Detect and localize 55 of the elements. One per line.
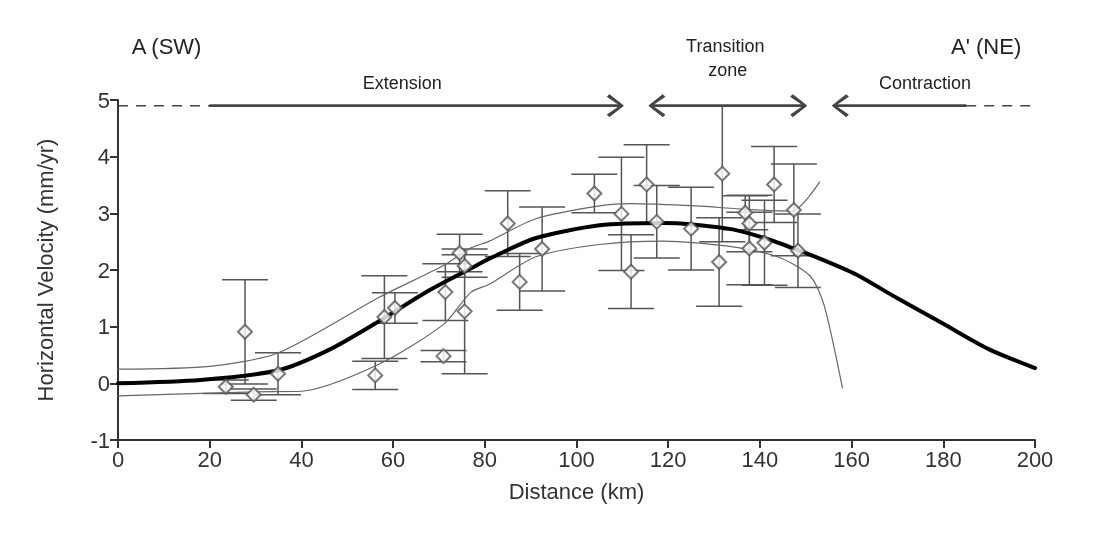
point [756, 234, 773, 251]
text: Transition zone [686, 35, 770, 80]
text: Extension [362, 73, 442, 93]
point [711, 254, 728, 271]
point [683, 220, 700, 237]
point [237, 323, 253, 340]
point [741, 240, 758, 257]
point [451, 245, 468, 261]
x-tick-label: 180 [924, 446, 962, 472]
point [586, 185, 603, 202]
point [376, 309, 393, 326]
point [270, 365, 287, 382]
point [437, 284, 454, 301]
x-tick-label: 100 [558, 446, 595, 472]
y-axis-title: Horizontal Velocity (mm/yr) [32, 138, 58, 402]
x-tick-label: 200 [1016, 446, 1054, 472]
y-tick-label: 4 [97, 144, 110, 170]
point [499, 215, 516, 232]
point [245, 386, 262, 403]
y-tick-label: 3 [97, 200, 110, 226]
point [456, 303, 473, 320]
point [638, 176, 655, 193]
x-axis-title: Distance (km) [508, 478, 645, 504]
y-tick-label: 5 [97, 87, 110, 113]
point [741, 215, 758, 232]
point [648, 213, 665, 230]
point [435, 348, 452, 365]
y-tick-label: 2 [97, 257, 110, 283]
point [613, 205, 630, 222]
y-tick-label: 0 [97, 370, 110, 396]
point [534, 241, 551, 258]
y-tick-label: 1 [97, 314, 110, 340]
point [789, 242, 806, 259]
point [367, 367, 384, 384]
x-tick-label: 60 [380, 446, 406, 472]
y-tick-label: -1 [90, 427, 110, 453]
line-series [117, 181, 821, 370]
text: Contraction [878, 73, 971, 93]
point [623, 263, 640, 280]
x-tick-label: 80 [472, 446, 498, 472]
x-tick-label: 160 [833, 446, 870, 472]
x-tick-label: 140 [741, 446, 779, 472]
point [217, 378, 234, 395]
point [456, 258, 473, 275]
point [386, 299, 403, 316]
text: A' (NE) [951, 33, 1022, 59]
point [511, 273, 528, 290]
point [737, 204, 754, 221]
point [766, 176, 783, 193]
point [785, 201, 802, 218]
x-tick-label: 120 [649, 446, 687, 472]
point [714, 165, 731, 182]
x-tick-label: 40 [289, 446, 314, 472]
x-tick-label: 20 [197, 446, 222, 472]
text: A (SW) [131, 33, 202, 59]
